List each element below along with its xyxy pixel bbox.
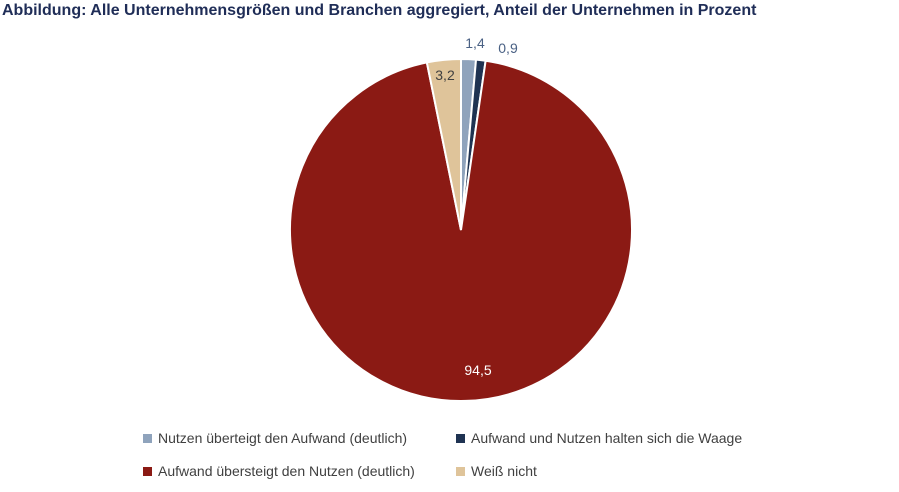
legend-label: Weiß nicht	[471, 463, 537, 479]
legend-swatch	[143, 433, 152, 443]
pie-data-labels: 1,4 0,9 94,5 3,2	[435, 35, 518, 378]
legend-item-weiss-nicht: Weiß nicht	[456, 463, 537, 479]
legend-swatch	[143, 466, 152, 476]
legend-label: Nutzen überteigt den Aufwand (deutlich)	[158, 430, 408, 446]
legend-swatch	[456, 466, 465, 476]
pie-chart: 1,4 0,9 94,5 3,2	[289, 35, 633, 402]
pie-data-label: 0,9	[498, 40, 518, 56]
legend-label: Aufwand und Nutzen halten sich die Waage	[471, 430, 743, 446]
legend: Nutzen überteigt den Aufwand (deutlich) …	[143, 430, 863, 486]
legend-item-aufwand-ueberwiegt: Aufwand übersteigt den Nutzen (deutlich)	[143, 463, 415, 479]
pie-data-label: 94,5	[464, 362, 491, 378]
chart-title: Abbildung: Alle Unternehmensgrößen und B…	[2, 2, 757, 19]
pie-slice	[425, 57, 462, 231]
pie-slice	[289, 59, 633, 402]
legend-label: Aufwand übersteigt den Nutzen (deutlich)	[158, 463, 415, 479]
pie-data-label: 3,2	[435, 67, 455, 83]
pie-data-label: 1,4	[465, 35, 485, 51]
legend-swatch	[456, 433, 465, 443]
legend-item-waage: Aufwand und Nutzen halten sich die Waage	[456, 430, 742, 446]
legend-item-nutzen-ueberwiegt: Nutzen überteigt den Aufwand (deutlich)	[143, 430, 407, 446]
pie-slices	[289, 57, 633, 402]
